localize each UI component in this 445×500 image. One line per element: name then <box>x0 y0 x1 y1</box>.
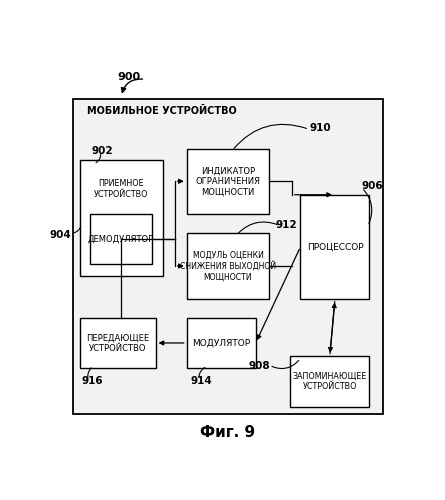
Text: ПРОЦЕССОР: ПРОЦЕССОР <box>307 242 363 251</box>
Text: 900: 900 <box>117 72 141 83</box>
Text: 914: 914 <box>190 376 212 386</box>
Text: ДЕМОДУЛЯТОР: ДЕМОДУЛЯТОР <box>88 234 154 244</box>
Text: ПЕРЕДАЮЩЕЕ
УСТРОЙСТВО: ПЕРЕДАЮЩЕЕ УСТРОЙСТВО <box>86 334 149 352</box>
Text: МОДУЛЬ ОЦЕНКИ
СНИЖЕНИЯ ВЫХОДНОЙ
МОЩНОСТИ: МОДУЛЬ ОЦЕНКИ СНИЖЕНИЯ ВЫХОДНОЙ МОЩНОСТИ <box>180 250 276 282</box>
Text: МОБИЛЬНОЕ УСТРОЙСТВО: МОБИЛЬНОЕ УСТРОЙСТВО <box>87 106 236 116</box>
Text: 906: 906 <box>362 182 384 192</box>
Bar <box>90 214 152 264</box>
Bar <box>187 233 270 298</box>
Text: ЗАПОМИНАЮЩЕЕ
УСТРОЙСТВО: ЗАПОМИНАЮЩЕЕ УСТРОЙСТВО <box>293 372 367 391</box>
Text: МОДУЛЯТОР: МОДУЛЯТОР <box>192 338 250 347</box>
Text: 904: 904 <box>49 230 71 240</box>
Text: 908: 908 <box>248 361 270 371</box>
Bar <box>187 148 270 214</box>
Bar <box>80 160 162 276</box>
Text: 916: 916 <box>81 376 103 386</box>
Text: Фиг. 9: Фиг. 9 <box>201 425 255 440</box>
Bar <box>73 98 383 414</box>
Text: ПРИЕМНОЕ
УСТРОЙСТВО: ПРИЕМНОЕ УСТРОЙСТВО <box>94 180 148 199</box>
Text: ИНДИКАТОР
ОГРАНИЧЕНИЯ
МОЩНОСТИ: ИНДИКАТОР ОГРАНИЧЕНИЯ МОЩНОСТИ <box>195 166 261 196</box>
Bar <box>300 194 369 298</box>
Bar <box>187 318 256 368</box>
Bar <box>290 356 369 406</box>
Text: 910: 910 <box>309 123 331 133</box>
Bar <box>80 318 156 368</box>
Text: 902: 902 <box>92 146 113 156</box>
Text: 912: 912 <box>275 220 297 230</box>
